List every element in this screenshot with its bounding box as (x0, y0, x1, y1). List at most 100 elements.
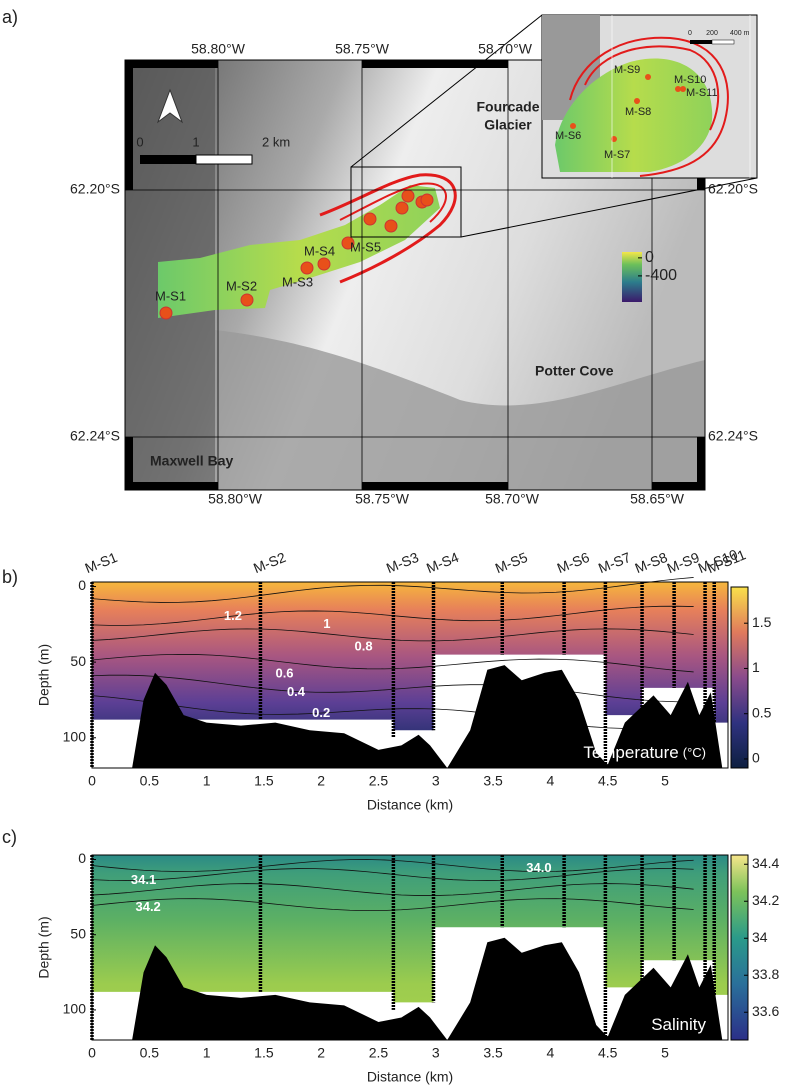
x-tick-label: 0.5 (140, 773, 160, 789)
inset-grid (611, 15, 751, 178)
inset-front (569, 36, 729, 177)
inset-scale (690, 40, 712, 44)
x-tick-label: 1.5 (254, 1045, 274, 1061)
station-label: M-S6 (555, 549, 592, 576)
bathymetry (132, 665, 729, 768)
lon-label: 58.80°W (191, 41, 246, 57)
station-label: M-S3 (282, 274, 313, 289)
contour (91, 674, 694, 703)
inset-station-label: M-S10 (674, 74, 706, 86)
caption-unit: (°C) (683, 745, 706, 760)
colorbar-label: 33.6 (752, 1003, 779, 1019)
station-label: M-S3 (384, 549, 421, 576)
colorbar-label: 34 (752, 929, 768, 945)
colorbar-label: 0.5 (752, 704, 772, 720)
x-tick-label: 2.5 (369, 1045, 389, 1061)
station-label: M-S2 (226, 278, 257, 293)
x-tick-label: 4.5 (598, 773, 618, 789)
place-label: Fourcade (476, 99, 539, 115)
contour-label: 34.1 (131, 872, 156, 887)
depth-colorbar (622, 252, 642, 302)
station-label: M-S5 (493, 549, 530, 576)
contour (91, 653, 694, 673)
panel-label: b) (2, 567, 18, 587)
scale-bar (195, 154, 253, 165)
north-arrow (156, 88, 184, 124)
lat-label: 62.24°S (70, 428, 120, 444)
x-tick-label: 1 (203, 773, 211, 789)
inset-station-label: M-S7 (604, 149, 630, 161)
inset-station-label: M-S8 (625, 106, 651, 118)
place-label: Maxwell Bay (150, 453, 233, 469)
scale-label: 0 (136, 134, 143, 149)
x-tick-label: 0 (88, 1045, 96, 1061)
map-border (124, 59, 706, 491)
scale-label: 2 km (262, 134, 290, 149)
colorbar-label: -400 (645, 267, 677, 284)
colorbar-label: 34.2 (752, 892, 779, 908)
colorbar-label: 34.4 (752, 855, 779, 871)
contour-label: 1.2 (224, 608, 242, 623)
panel-label: c) (2, 827, 17, 847)
x-tick-label: 5 (661, 773, 669, 789)
colorbar-label: 0 (645, 249, 654, 266)
contour-label: 0.4 (287, 684, 306, 699)
contour-label: 1 (323, 616, 330, 631)
lat-label: 62.20°S (70, 181, 120, 197)
lat-label: 62.24°S (708, 428, 758, 444)
inset-leader (350, 14, 543, 168)
y-tick-label: 100 (63, 1001, 87, 1017)
map (124, 14, 758, 491)
caption-text: Salinity (651, 1015, 706, 1034)
lon-label: 58.70°W (485, 491, 540, 507)
sea (215, 330, 705, 490)
colorbar-label: 33.8 (752, 966, 779, 982)
x-tick-label: 2 (317, 1045, 325, 1061)
inset-station-label: M-S11 (686, 87, 718, 99)
place-label: Glacier (484, 117, 532, 133)
x-tick-label: 4.5 (598, 1045, 618, 1061)
inset-front (584, 45, 720, 131)
x-axis-label: Distance (km) (367, 797, 453, 813)
y-tick-label: 100 (63, 728, 87, 744)
colorbar (730, 854, 749, 1041)
x-tick-label: 3.5 (483, 1045, 503, 1061)
station-label: M-S4 (424, 549, 461, 576)
x-tick-label: 3 (432, 1045, 440, 1061)
contour (91, 859, 694, 872)
lon-label: 58.65°W (630, 491, 685, 507)
contour-label: 0.2 (312, 705, 330, 720)
bathymetry (132, 937, 729, 1040)
colorbar-label: 1 (752, 659, 760, 675)
glacier-front (319, 173, 457, 284)
inset-scale-label: 400 m (730, 30, 750, 37)
x-tick-label: 0 (88, 773, 96, 789)
y-tick-label: 0 (78, 577, 86, 593)
lat-label: 62.20°S (708, 181, 758, 197)
lon-label: 58.75°W (335, 41, 390, 57)
station-label: M-S2 (251, 549, 288, 576)
x-tick-label: 5 (661, 1045, 669, 1061)
inset-scale-label: 0 (688, 30, 692, 37)
caption-text: Temperature (583, 743, 678, 762)
axes-frame (91, 854, 729, 1041)
axes-frame (91, 581, 729, 769)
glacier-front (339, 182, 447, 223)
caption: Temperature (°C) (583, 743, 706, 762)
lon-label: 58.70°W (478, 41, 533, 57)
inset-area (555, 58, 713, 172)
inset-stations (570, 74, 686, 142)
y-axis-label: Depth (m) (36, 916, 52, 978)
x-tick-label: 3 (432, 773, 440, 789)
station-label: M-S1 (83, 549, 120, 576)
contour-label: 0.8 (355, 638, 373, 653)
inset-leader (460, 177, 758, 238)
colorbar-label: 1.5 (752, 614, 772, 630)
x-tick-label: 1.5 (254, 773, 274, 789)
panel-label: a) (2, 7, 18, 27)
x-axis-label: Distance (km) (367, 1069, 453, 1085)
caption: Salinity (651, 1015, 706, 1034)
y-tick-label: 50 (70, 653, 86, 669)
place-label: Potter Cove (535, 363, 614, 379)
